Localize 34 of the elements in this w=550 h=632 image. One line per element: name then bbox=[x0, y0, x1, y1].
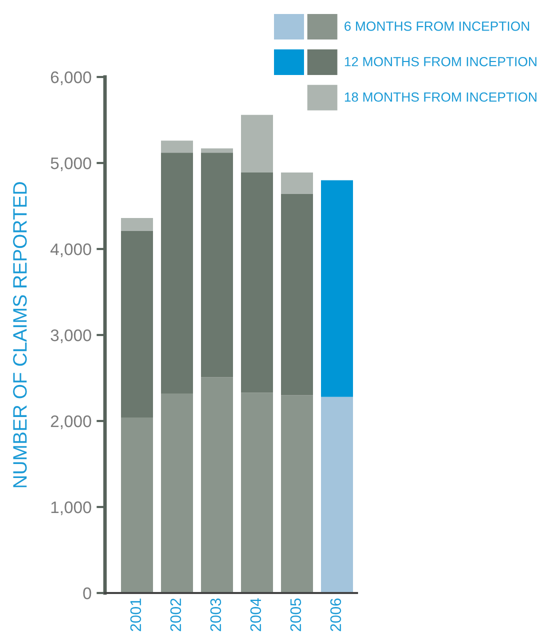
y-axis-title: NUMBER OF CLAIMS REPORTED bbox=[13, 182, 27, 488]
bar bbox=[161, 152, 193, 394]
bar bbox=[321, 180, 353, 397]
x-tick-label: 2004 bbox=[250, 598, 262, 632]
bar bbox=[161, 393, 193, 593]
bar bbox=[281, 194, 313, 396]
y-tick-label: 5,000 bbox=[50, 157, 92, 172]
bar bbox=[281, 395, 313, 593]
legend-label: 18 MONTHS FROM INCEPTION bbox=[344, 92, 536, 102]
bar bbox=[241, 114, 273, 172]
y-tick-label: 2,000 bbox=[50, 415, 92, 430]
x-tick-label: 2002 bbox=[170, 598, 182, 632]
bar bbox=[281, 172, 313, 194]
x-tick-label: 2006 bbox=[330, 598, 342, 632]
x-tick-label: 2001 bbox=[130, 598, 142, 632]
y-tick-label: 1,000 bbox=[51, 501, 92, 516]
bar bbox=[161, 140, 193, 153]
bar bbox=[321, 396, 353, 593]
x-tick-label: 2003 bbox=[210, 598, 222, 632]
bar bbox=[121, 230, 153, 418]
x-tick-label: 2005 bbox=[290, 598, 302, 632]
y-tick-label: 3,000 bbox=[50, 329, 92, 344]
bar bbox=[121, 218, 153, 231]
bar bbox=[241, 392, 273, 593]
bar bbox=[201, 377, 233, 593]
y-tick-label: 0 bbox=[83, 587, 92, 600]
bar bbox=[201, 152, 233, 378]
bar bbox=[201, 148, 233, 153]
y-tick-label: 4,000 bbox=[50, 243, 92, 258]
legend-label: 6 MONTHS FROM INCEPTION bbox=[344, 22, 530, 31]
legend-label: 12 MONTHS FROM INCEPTION bbox=[344, 56, 536, 66]
y-tick-label: 6,000 bbox=[50, 71, 92, 86]
bar bbox=[121, 418, 153, 593]
bar bbox=[241, 172, 273, 393]
